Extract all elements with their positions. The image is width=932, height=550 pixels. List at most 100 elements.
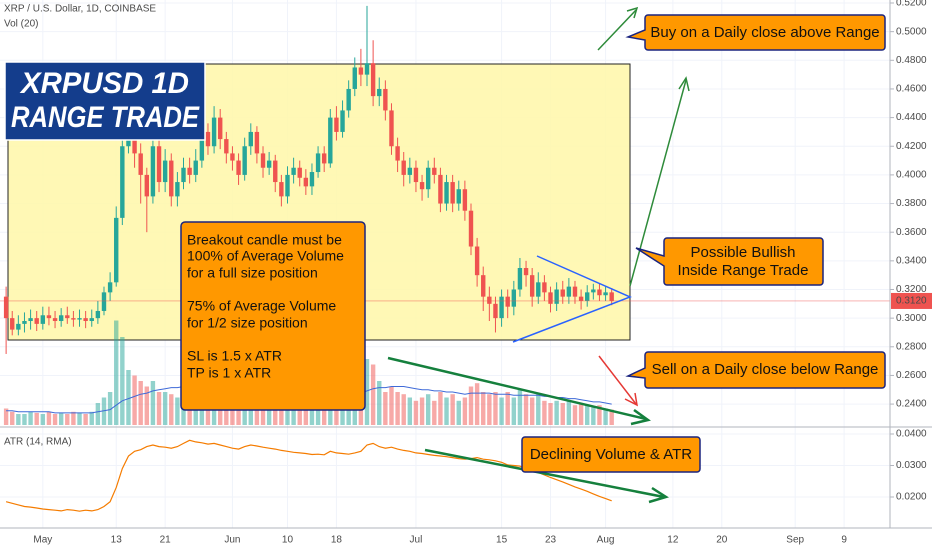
candle-body xyxy=(517,268,523,290)
volume-bar xyxy=(46,411,52,425)
candle-body xyxy=(28,318,33,322)
candle-body xyxy=(493,303,498,319)
candle-body xyxy=(352,67,357,89)
volume-bar xyxy=(132,375,137,425)
volume-bar xyxy=(560,403,565,425)
volume-bar xyxy=(395,392,400,425)
callout-text: Sell on a Daily close below Range xyxy=(652,361,879,378)
arrow xyxy=(598,355,637,405)
x-tick-label: Jul xyxy=(410,535,423,546)
candle-body xyxy=(505,296,510,307)
volume-bar xyxy=(603,408,608,425)
volume-bar xyxy=(126,370,131,425)
volume-bar xyxy=(273,397,278,425)
volume-bar xyxy=(230,400,235,425)
candle-body xyxy=(181,167,186,183)
volume-bar xyxy=(487,394,492,425)
volume-bar xyxy=(566,400,572,425)
volume-bar xyxy=(499,397,504,425)
arrow xyxy=(597,9,637,51)
volume-bar xyxy=(101,397,107,425)
volume-bar xyxy=(181,397,186,425)
volume-bar xyxy=(597,405,602,425)
candle-body xyxy=(334,117,339,132)
candle-body xyxy=(309,172,315,187)
x-tick-label: 18 xyxy=(331,535,343,546)
y-tick-label: 0.2800 xyxy=(896,341,927,352)
volume-bar xyxy=(554,400,559,425)
candle-body xyxy=(377,88,382,97)
volume-bar xyxy=(95,403,101,425)
candle-body xyxy=(548,292,553,304)
volume-bar xyxy=(107,392,113,425)
volume-bar xyxy=(58,412,64,425)
volume-bar xyxy=(144,386,150,425)
volume-bar xyxy=(89,411,94,425)
volume-bar xyxy=(260,403,266,425)
y-tick-label: 0.0400 xyxy=(896,429,927,440)
volume-bar xyxy=(474,383,480,425)
title: XRPUSD 1D xyxy=(19,67,189,100)
candle-body xyxy=(346,88,351,111)
volume-bar xyxy=(456,400,461,425)
candle-body xyxy=(364,63,370,75)
candle-body xyxy=(248,131,253,147)
volume-bar xyxy=(609,409,614,425)
y-tick-label: 0.0300 xyxy=(896,460,927,471)
volume-bar xyxy=(52,414,58,425)
candle-body xyxy=(603,292,608,296)
volume-bar xyxy=(266,400,272,425)
candle-body xyxy=(65,315,70,319)
volume-bar xyxy=(10,411,15,425)
note-line: 75% of Average Volume xyxy=(187,298,336,314)
volume-bar xyxy=(83,414,88,425)
volume-bar xyxy=(315,400,321,425)
candle-body xyxy=(450,182,455,204)
candle-body xyxy=(95,310,101,319)
candle-body xyxy=(536,282,541,297)
volume-label: Vol (20) xyxy=(4,19,38,30)
volume-bar xyxy=(511,397,517,425)
candle-body xyxy=(560,289,565,297)
candle-body xyxy=(474,246,480,276)
note-line: 100% of Average Volume xyxy=(187,248,344,264)
candle-body xyxy=(169,160,174,197)
candle-body xyxy=(89,318,94,322)
triangle xyxy=(512,255,632,343)
x-tick-label: 20 xyxy=(716,535,728,546)
candle-body xyxy=(340,110,345,132)
x-tick-label: 21 xyxy=(160,535,172,546)
callout-text: Declining Volume & ATR xyxy=(530,446,692,463)
callout-text: Buy on a Daily close above Range xyxy=(650,24,879,41)
x-tick-label: 13 xyxy=(111,535,123,546)
candle-body xyxy=(10,318,15,330)
chart-header: XRP / U.S. Dollar, 1D, COINBASE xyxy=(4,4,156,15)
last-price-tag xyxy=(891,292,932,309)
volume-bar xyxy=(175,397,180,425)
candle-body xyxy=(542,282,547,293)
trend-arrow xyxy=(387,356,647,421)
arrow-head xyxy=(624,392,638,407)
volume-bar xyxy=(425,394,431,425)
volume-bar xyxy=(419,397,425,425)
y-tick-label: 0.3600 xyxy=(896,227,927,238)
volume-bar xyxy=(303,405,309,425)
candle-body xyxy=(597,289,602,296)
volume-bar xyxy=(224,400,229,425)
volume-bar xyxy=(481,392,486,425)
candle-body xyxy=(273,160,278,183)
candle-body xyxy=(499,296,504,319)
title: RANGE TRADE xyxy=(11,101,200,134)
callout-text: Inside Range Trade xyxy=(678,262,809,279)
candle-body xyxy=(230,153,235,161)
y-tick-label: 0.4800 xyxy=(896,55,927,66)
volume-bar xyxy=(536,394,541,425)
candle-body xyxy=(358,67,364,75)
title-box xyxy=(4,61,206,141)
candle-body xyxy=(3,296,9,319)
atr-line xyxy=(5,439,612,512)
volume-bar xyxy=(450,394,455,425)
volume-bar xyxy=(505,392,510,425)
volume-bar xyxy=(156,392,162,425)
volume-bar xyxy=(523,394,529,425)
